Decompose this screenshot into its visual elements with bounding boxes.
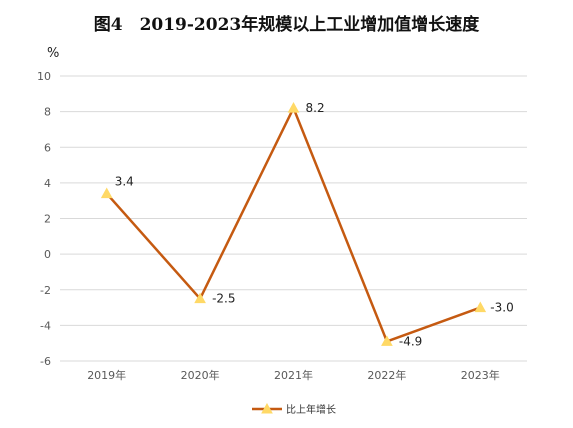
y-tick-label: 8 bbox=[44, 106, 51, 119]
data-label: 3.4 bbox=[115, 175, 134, 189]
y-tick-label: -4 bbox=[40, 319, 51, 332]
data-point-marker bbox=[381, 335, 393, 346]
data-point-marker bbox=[474, 301, 487, 313]
data-point-marker bbox=[100, 187, 113, 199]
data-label: -2.5 bbox=[212, 292, 235, 306]
data-label: 8.2 bbox=[306, 101, 325, 115]
series-line bbox=[105, 106, 481, 343]
legend-label: 比上年增长 bbox=[286, 403, 336, 416]
legend-marker bbox=[261, 402, 273, 414]
data-point-marker bbox=[287, 102, 300, 113]
x-tick-label: 2019年 bbox=[87, 368, 126, 382]
x-tick-label: 2020年 bbox=[181, 368, 220, 382]
y-tick-label: -6 bbox=[40, 355, 51, 368]
y-tick-label: -2 bbox=[40, 284, 51, 297]
x-tick-label: 2023年 bbox=[461, 368, 500, 382]
y-axis-unit: % bbox=[47, 46, 60, 61]
y-tick-label: 10 bbox=[37, 70, 51, 83]
data-point-marker bbox=[194, 292, 206, 304]
y-tick-label: 2 bbox=[44, 213, 51, 226]
x-tick-label: 2021年 bbox=[274, 368, 313, 382]
x-tick-label: 2022年 bbox=[367, 368, 406, 382]
chart-title: 图4 2019-2023年规模以上工业增加值增长速度 bbox=[93, 15, 480, 35]
data-label: -4.9 bbox=[399, 334, 422, 348]
y-tick-label: 6 bbox=[44, 141, 51, 154]
data-label: -3.0 bbox=[490, 301, 513, 315]
y-tick-label: 4 bbox=[44, 177, 51, 190]
y-tick-label: 0 bbox=[44, 248, 51, 261]
